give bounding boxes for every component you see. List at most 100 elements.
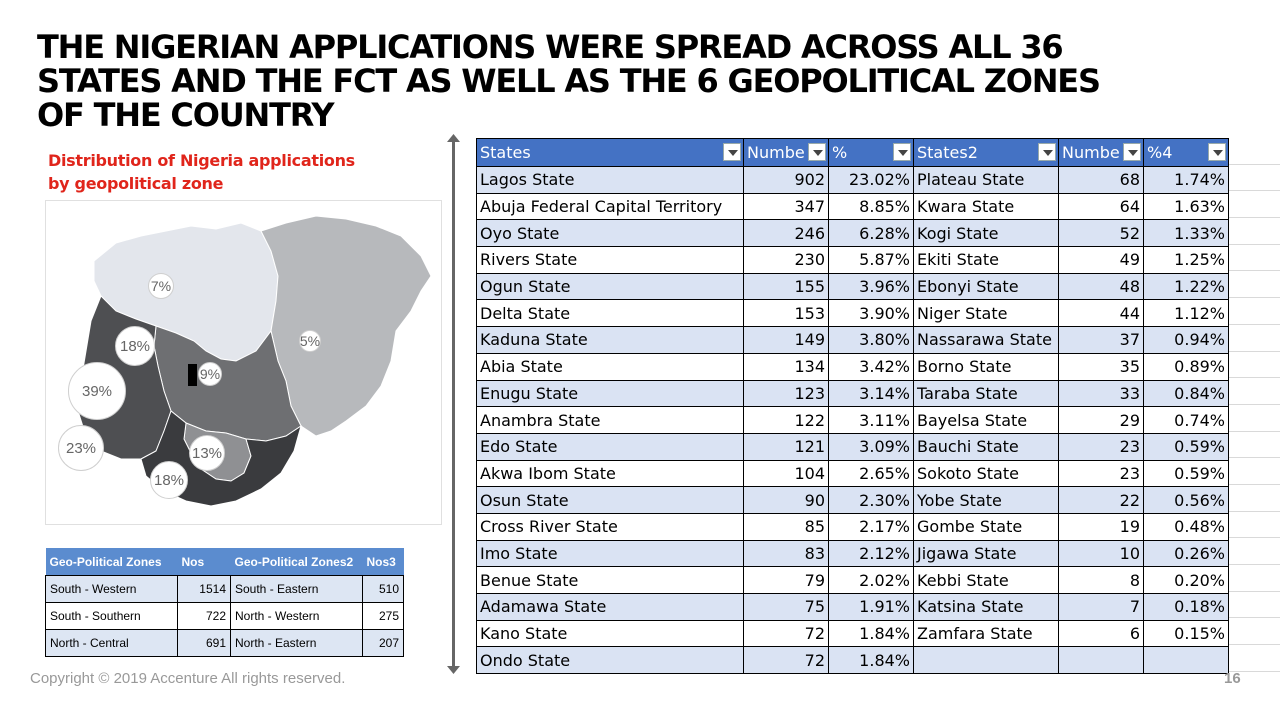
states-cell[interactable]: 23 <box>1058 459 1144 488</box>
states-cell[interactable]: 134 <box>743 352 829 381</box>
states-cell[interactable]: 902 <box>743 166 829 194</box>
states-cell[interactable]: 155 <box>743 272 829 301</box>
states-cell[interactable]: 6 <box>1058 619 1144 648</box>
states-cell[interactable]: 347 <box>743 192 829 221</box>
states-cell[interactable]: 1.63% <box>1143 192 1229 221</box>
states-cell[interactable]: 75 <box>743 593 829 621</box>
states-cell[interactable]: Ogun State <box>476 272 744 301</box>
states-cell[interactable]: 72 <box>743 646 829 675</box>
states-header-percent[interactable]: % <box>828 138 914 167</box>
states-cell[interactable]: 23.02% <box>828 166 914 194</box>
states-cell[interactable]: 0.59% <box>1143 432 1229 461</box>
states-cell[interactable]: 2.02% <box>828 566 914 594</box>
states-cell[interactable]: 149 <box>743 326 829 354</box>
states-cell[interactable]: 85 <box>743 512 829 541</box>
states-cell[interactable]: 0.15% <box>1143 619 1229 648</box>
states-cell[interactable]: 122 <box>743 406 829 434</box>
states-cell[interactable]: Anambra State <box>476 406 744 434</box>
states-cell[interactable]: 29 <box>1058 406 1144 434</box>
states-cell[interactable]: Plateau State <box>913 166 1059 194</box>
states-cell[interactable]: Benue State <box>476 566 744 594</box>
states-cell[interactable]: 7 <box>1058 593 1144 621</box>
states-cell[interactable]: 2.30% <box>828 486 914 514</box>
states-cell[interactable] <box>1058 646 1144 675</box>
states-cell[interactable]: 0.20% <box>1143 566 1229 594</box>
states-cell[interactable] <box>1143 646 1229 675</box>
states-header-number2[interactable]: Numbe <box>1058 138 1144 167</box>
states-cell[interactable]: 0.89% <box>1143 352 1229 381</box>
states-cell[interactable]: 3.90% <box>828 299 914 328</box>
states-cell[interactable]: Borno State <box>913 352 1059 381</box>
states-cell[interactable]: 0.48% <box>1143 512 1229 541</box>
states-cell[interactable]: 0.94% <box>1143 326 1229 354</box>
states-cell[interactable]: 10 <box>1058 539 1144 568</box>
states-cell[interactable]: 35 <box>1058 352 1144 381</box>
states-cell[interactable] <box>913 646 1059 675</box>
states-cell[interactable]: Delta State <box>476 299 744 328</box>
states-cell[interactable]: 52 <box>1058 219 1144 248</box>
states-header-states[interactable]: States <box>476 138 744 167</box>
states-cell[interactable]: Kogi State <box>913 219 1059 248</box>
states-cell[interactable]: Gombe State <box>913 512 1059 541</box>
states-cell[interactable]: 2.17% <box>828 512 914 541</box>
states-cell[interactable]: 22 <box>1058 486 1144 514</box>
states-cell[interactable]: Bauchi State <box>913 432 1059 461</box>
states-cell[interactable]: Kano State <box>476 619 744 648</box>
states-cell[interactable]: 0.26% <box>1143 539 1229 568</box>
states-cell[interactable]: Imo State <box>476 539 744 568</box>
states-cell[interactable]: Sokoto State <box>913 459 1059 488</box>
states-cell[interactable]: Ondo State <box>476 646 744 675</box>
states-cell[interactable]: 0.59% <box>1143 459 1229 488</box>
states-cell[interactable]: Kaduna State <box>476 326 744 354</box>
states-cell[interactable]: 3.11% <box>828 406 914 434</box>
filter-dropdown-icon[interactable] <box>1123 143 1141 161</box>
states-cell[interactable]: 1.84% <box>828 619 914 648</box>
filter-dropdown-icon[interactable] <box>1208 143 1226 161</box>
filter-dropdown-icon[interactable] <box>808 143 826 161</box>
states-cell[interactable]: Akwa Ibom State <box>476 459 744 488</box>
states-cell[interactable]: 230 <box>743 246 829 274</box>
states-header-percent4[interactable]: %4 <box>1143 138 1229 167</box>
states-cell[interactable]: 246 <box>743 219 829 248</box>
states-cell[interactable]: Bayelsa State <box>913 406 1059 434</box>
states-cell[interactable]: Ekiti State <box>913 246 1059 274</box>
states-cell[interactable]: 3.42% <box>828 352 914 381</box>
states-cell[interactable]: 64 <box>1058 192 1144 221</box>
filter-dropdown-icon[interactable] <box>893 143 911 161</box>
states-cell[interactable]: Katsina State <box>913 593 1059 621</box>
states-cell[interactable]: 8 <box>1058 566 1144 594</box>
states-cell[interactable]: Adamawa State <box>476 593 744 621</box>
states-cell[interactable]: Oyo State <box>476 219 744 248</box>
states-cell[interactable]: 44 <box>1058 299 1144 328</box>
states-cell[interactable]: 37 <box>1058 326 1144 354</box>
states-cell[interactable]: Taraba State <box>913 379 1059 408</box>
states-cell[interactable]: Abia State <box>476 352 744 381</box>
states-cell[interactable]: 1.33% <box>1143 219 1229 248</box>
states-cell[interactable]: 48 <box>1058 272 1144 301</box>
states-cell[interactable]: Kebbi State <box>913 566 1059 594</box>
states-cell[interactable]: Abuja Federal Capital Territory <box>476 192 744 221</box>
states-cell[interactable]: Yobe State <box>913 486 1059 514</box>
states-cell[interactable]: 79 <box>743 566 829 594</box>
states-cell[interactable]: 1.22% <box>1143 272 1229 301</box>
states-cell[interactable]: 1.12% <box>1143 299 1229 328</box>
states-cell[interactable]: 33 <box>1058 379 1144 408</box>
states-cell[interactable]: Osun State <box>476 486 744 514</box>
states-cell[interactable]: Cross River State <box>476 512 744 541</box>
states-cell[interactable]: 72 <box>743 619 829 648</box>
states-cell[interactable]: 123 <box>743 379 829 408</box>
states-cell[interactable]: 23 <box>1058 432 1144 461</box>
states-cell[interactable]: 1.91% <box>828 593 914 621</box>
states-cell[interactable]: 3.80% <box>828 326 914 354</box>
states-cell[interactable]: 3.09% <box>828 432 914 461</box>
states-cell[interactable]: Ebonyi State <box>913 272 1059 301</box>
states-cell[interactable]: 49 <box>1058 246 1144 274</box>
states-cell[interactable]: 2.12% <box>828 539 914 568</box>
states-cell[interactable]: 5.87% <box>828 246 914 274</box>
states-cell[interactable]: 0.74% <box>1143 406 1229 434</box>
states-cell[interactable]: Rivers State <box>476 246 744 274</box>
states-cell[interactable]: Lagos State <box>476 166 744 194</box>
states-cell[interactable]: Zamfara State <box>913 619 1059 648</box>
states-header-number[interactable]: Numbe <box>743 138 829 167</box>
states-cell[interactable]: 68 <box>1058 166 1144 194</box>
